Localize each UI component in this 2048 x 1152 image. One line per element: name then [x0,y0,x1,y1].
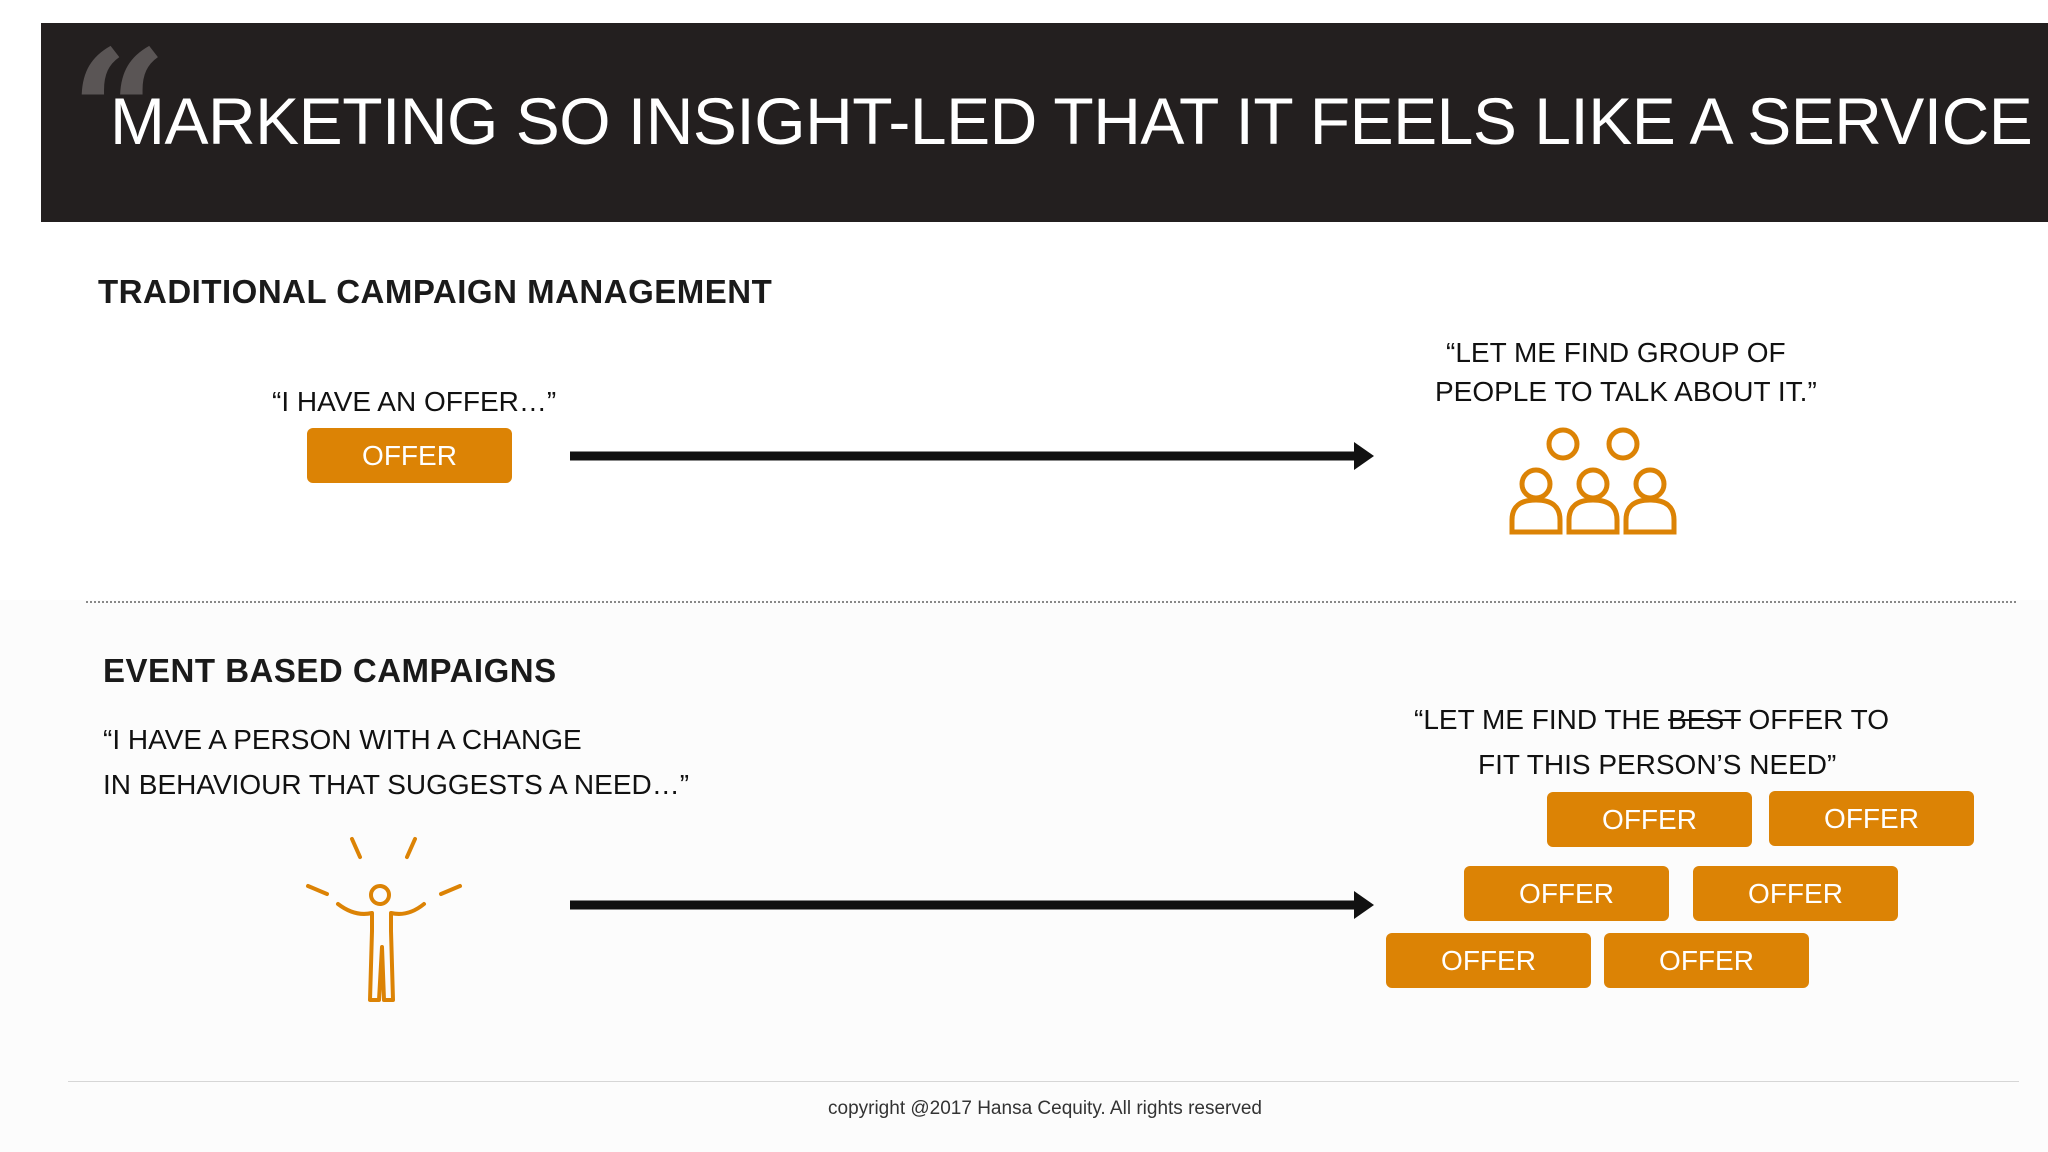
offer-box: OFFER [1769,791,1974,846]
event-left-quote-line2: IN BEHAVIOUR THAT SUGGESTS A NEED…” [103,769,690,800]
event-right-quote-part-a: “LET ME FIND THE [1414,704,1669,735]
offer-box: OFFER [1693,866,1898,921]
traditional-left-quote: “I HAVE AN OFFER…” [272,386,557,417]
quote-mark-icon: “ [70,13,168,213]
offer-box: OFFER [1386,933,1591,988]
group-of-people-icon [1509,427,1677,535]
event-right-quote-line2: FIT THIS PERSON’S NEED” [1478,749,1837,780]
traditional-right-quote-line1: “LET ME FIND GROUP OF [1446,337,1786,368]
traditional-arrow-icon [570,442,1374,470]
excited-person-icon [306,837,462,1002]
event-heading: EVENT BASED CAMPAIGNS [103,652,557,689]
struck-word-best: BEST [1668,704,1741,735]
copyright-text: copyright @2017 Hansa Cequity. All right… [828,1098,1262,1119]
section-divider [86,601,2016,603]
event-left-quote-line1: “I HAVE A PERSON WITH A CHANGE [103,724,582,755]
header-bar [41,23,2048,222]
traditional-heading: TRADITIONAL CAMPAIGN MANAGEMENT [98,273,773,310]
offer-box: OFFER [1464,866,1669,921]
event-right-quote-line1: “LET ME FIND THE BEST OFFER TO [1414,698,1889,741]
traditional-offer-box: OFFER [307,428,512,483]
traditional-right-quote-line2: PEOPLE TO TALK ABOUT IT.” [1435,376,1817,407]
slide-title: MARKETING SO INSIGHT-LED THAT IT FEELS L… [110,84,2033,158]
footer-divider [68,1081,2019,1082]
offer-box: OFFER [1547,792,1752,847]
event-arrow-icon [570,891,1374,919]
offer-box: OFFER [1604,933,1809,988]
event-right-quote-part-b: OFFER TO [1740,704,1890,735]
